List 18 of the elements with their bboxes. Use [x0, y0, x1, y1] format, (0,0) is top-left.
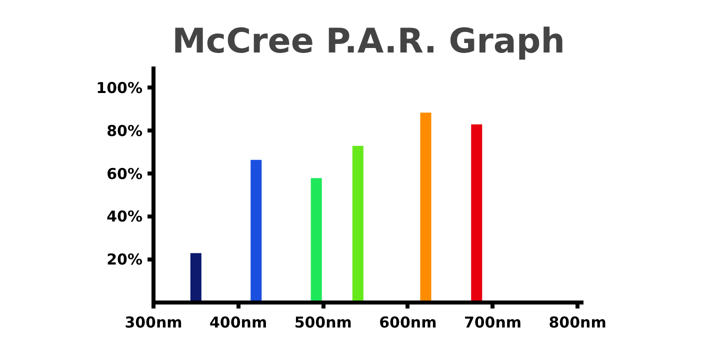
- bar: [352, 146, 364, 302]
- x-tick-label: 400nm: [210, 314, 268, 332]
- x-tick-label: 500nm: [294, 314, 352, 332]
- y-tick-label: 80%: [106, 122, 143, 140]
- y-tick-label: 60%: [106, 164, 143, 183]
- y-tick-label: 100%: [96, 78, 143, 97]
- x-tick-label: 800nm: [548, 314, 606, 332]
- chart-title: McCree P.A.R. Graph: [172, 22, 565, 62]
- x-tick-label: 600nm: [379, 314, 437, 332]
- bar: [250, 160, 262, 302]
- y-tick-label: 40%: [106, 208, 143, 226]
- x-tick-label: 700nm: [464, 314, 522, 332]
- bar: [190, 253, 202, 302]
- bar: [420, 112, 432, 302]
- bar: [471, 124, 482, 302]
- y-tick-label: 20%: [106, 250, 143, 269]
- x-tick-label: 300nm: [124, 314, 182, 332]
- bar: [310, 178, 322, 302]
